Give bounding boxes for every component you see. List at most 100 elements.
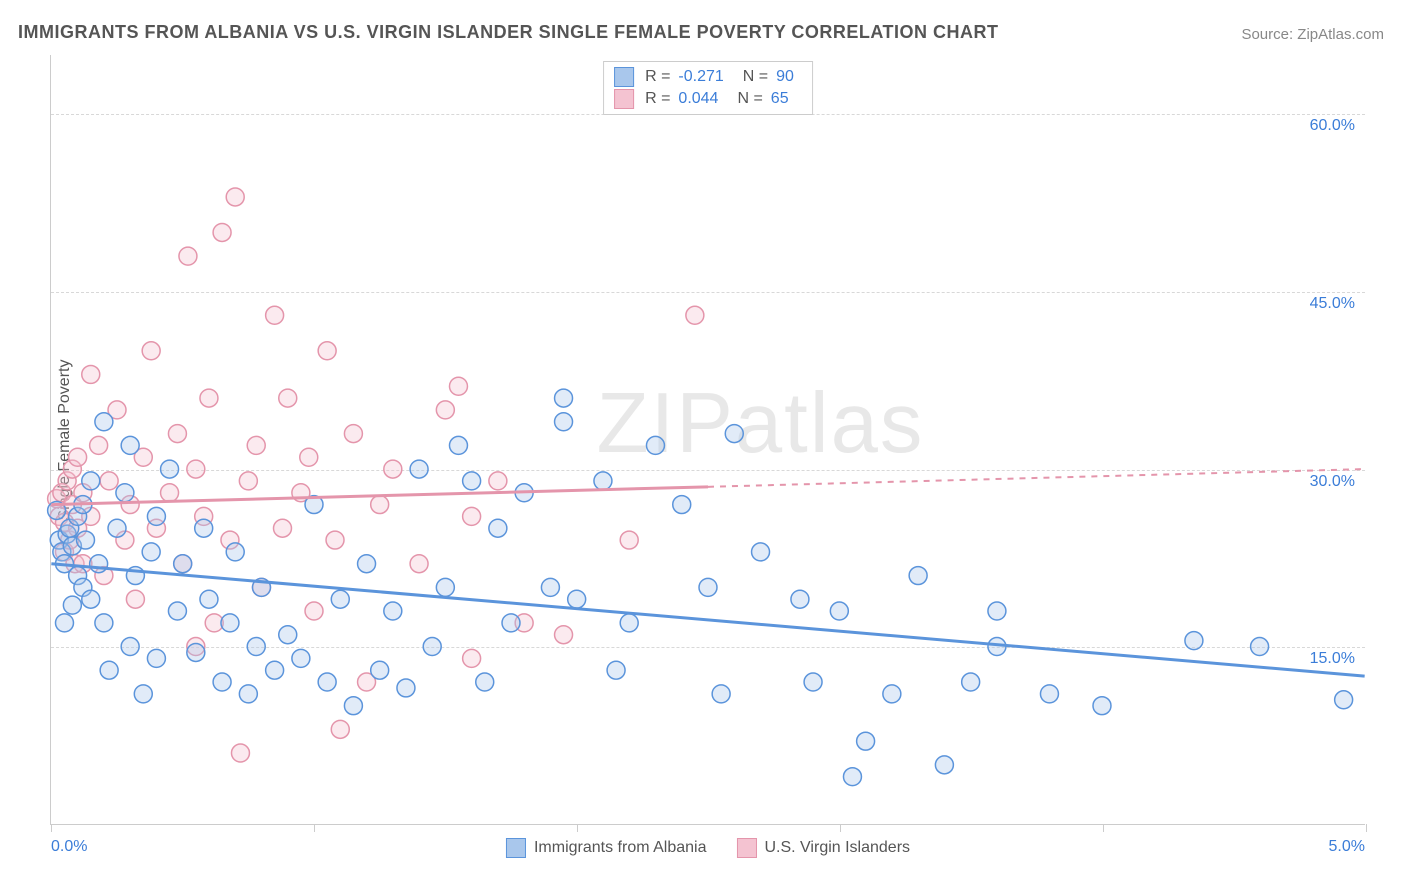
data-point-usvi bbox=[686, 306, 704, 324]
r-label: R = bbox=[645, 90, 670, 108]
data-point-albania bbox=[187, 643, 205, 661]
data-point-usvi bbox=[82, 365, 100, 383]
data-point-albania bbox=[384, 602, 402, 620]
r-label: R = bbox=[645, 68, 670, 86]
data-point-albania bbox=[221, 614, 239, 632]
data-point-usvi bbox=[371, 496, 389, 514]
data-point-usvi bbox=[555, 626, 573, 644]
x-tick bbox=[1103, 824, 1104, 832]
data-point-albania bbox=[436, 578, 454, 596]
n-value-albania: 90 bbox=[776, 68, 794, 86]
data-point-albania bbox=[226, 543, 244, 561]
data-point-albania bbox=[121, 638, 139, 656]
data-point-albania bbox=[1040, 685, 1058, 703]
r-value-albania: -0.271 bbox=[678, 68, 723, 86]
legend-item-usvi: U.S. Virgin Islanders bbox=[736, 838, 910, 858]
data-point-usvi bbox=[213, 223, 231, 241]
data-point-albania bbox=[121, 436, 139, 454]
legend-label-usvi: U.S. Virgin Islanders bbox=[764, 839, 910, 857]
data-point-albania bbox=[804, 673, 822, 691]
data-point-albania bbox=[883, 685, 901, 703]
data-point-albania bbox=[344, 697, 362, 715]
data-point-usvi bbox=[463, 507, 481, 525]
data-point-usvi bbox=[200, 389, 218, 407]
data-point-albania bbox=[476, 673, 494, 691]
swatch-usvi bbox=[736, 838, 756, 858]
data-point-albania bbox=[174, 555, 192, 573]
chart-title: IMMIGRANTS FROM ALBANIA VS U.S. VIRGIN I… bbox=[18, 22, 999, 43]
data-point-albania bbox=[410, 460, 428, 478]
swatch-albania bbox=[614, 67, 634, 87]
data-point-albania bbox=[318, 673, 336, 691]
data-point-albania bbox=[1335, 691, 1353, 709]
data-point-usvi bbox=[126, 590, 144, 608]
data-point-usvi bbox=[266, 306, 284, 324]
data-point-albania bbox=[142, 543, 160, 561]
n-value-usvi: 65 bbox=[771, 90, 789, 108]
data-point-albania bbox=[195, 519, 213, 537]
data-point-albania bbox=[63, 596, 81, 614]
data-point-albania bbox=[168, 602, 186, 620]
data-point-usvi bbox=[318, 342, 336, 360]
data-point-albania bbox=[82, 590, 100, 608]
data-point-albania bbox=[116, 484, 134, 502]
data-point-albania bbox=[90, 555, 108, 573]
data-point-albania bbox=[607, 661, 625, 679]
data-point-albania bbox=[200, 590, 218, 608]
data-point-albania bbox=[292, 649, 310, 667]
data-point-albania bbox=[646, 436, 664, 454]
data-point-albania bbox=[502, 614, 520, 632]
scatter-svg bbox=[51, 55, 1365, 824]
data-point-albania bbox=[843, 768, 861, 786]
data-point-albania bbox=[247, 638, 265, 656]
data-point-albania bbox=[279, 626, 297, 644]
x-tick bbox=[314, 824, 315, 832]
data-point-albania bbox=[134, 685, 152, 703]
data-point-albania bbox=[555, 413, 573, 431]
x-tick bbox=[1366, 824, 1367, 832]
data-point-albania bbox=[962, 673, 980, 691]
stats-legend-box: R = -0.271 N = 90 R = 0.044 N = 65 bbox=[603, 61, 813, 115]
x-axis-max-label: 5.0% bbox=[1329, 838, 1365, 856]
data-point-albania bbox=[100, 661, 118, 679]
data-point-albania bbox=[147, 649, 165, 667]
data-point-usvi bbox=[449, 377, 467, 395]
data-point-albania bbox=[397, 679, 415, 697]
data-point-usvi bbox=[384, 460, 402, 478]
stats-row-usvi: R = 0.044 N = 65 bbox=[614, 88, 802, 110]
data-point-usvi bbox=[489, 472, 507, 490]
data-point-albania bbox=[213, 673, 231, 691]
n-label: N = bbox=[737, 90, 762, 108]
data-point-usvi bbox=[90, 436, 108, 454]
data-point-albania bbox=[699, 578, 717, 596]
data-point-usvi bbox=[179, 247, 197, 265]
x-axis-min-label: 0.0% bbox=[51, 838, 87, 856]
data-point-usvi bbox=[300, 448, 318, 466]
data-point-usvi bbox=[100, 472, 118, 490]
data-point-albania bbox=[147, 507, 165, 525]
data-point-albania bbox=[108, 519, 126, 537]
data-point-albania bbox=[95, 614, 113, 632]
x-tick bbox=[840, 824, 841, 832]
chart-container: IMMIGRANTS FROM ALBANIA VS U.S. VIRGIN I… bbox=[0, 0, 1406, 892]
data-point-usvi bbox=[161, 484, 179, 502]
data-point-albania bbox=[95, 413, 113, 431]
data-point-albania bbox=[55, 614, 73, 632]
data-point-albania bbox=[266, 661, 284, 679]
data-point-usvi bbox=[168, 425, 186, 443]
data-point-albania bbox=[423, 638, 441, 656]
data-point-usvi bbox=[326, 531, 344, 549]
data-point-usvi bbox=[274, 519, 292, 537]
data-point-usvi bbox=[142, 342, 160, 360]
data-point-albania bbox=[161, 460, 179, 478]
n-label: N = bbox=[743, 68, 768, 86]
plot-area: Single Female Poverty ZIPatlas 15.0%30.0… bbox=[50, 55, 1365, 825]
r-value-usvi: 0.044 bbox=[678, 90, 718, 108]
data-point-albania bbox=[1251, 638, 1269, 656]
data-point-albania bbox=[82, 472, 100, 490]
data-point-albania bbox=[331, 590, 349, 608]
data-point-albania bbox=[988, 602, 1006, 620]
data-point-albania bbox=[371, 661, 389, 679]
data-point-usvi bbox=[620, 531, 638, 549]
data-point-albania bbox=[935, 756, 953, 774]
